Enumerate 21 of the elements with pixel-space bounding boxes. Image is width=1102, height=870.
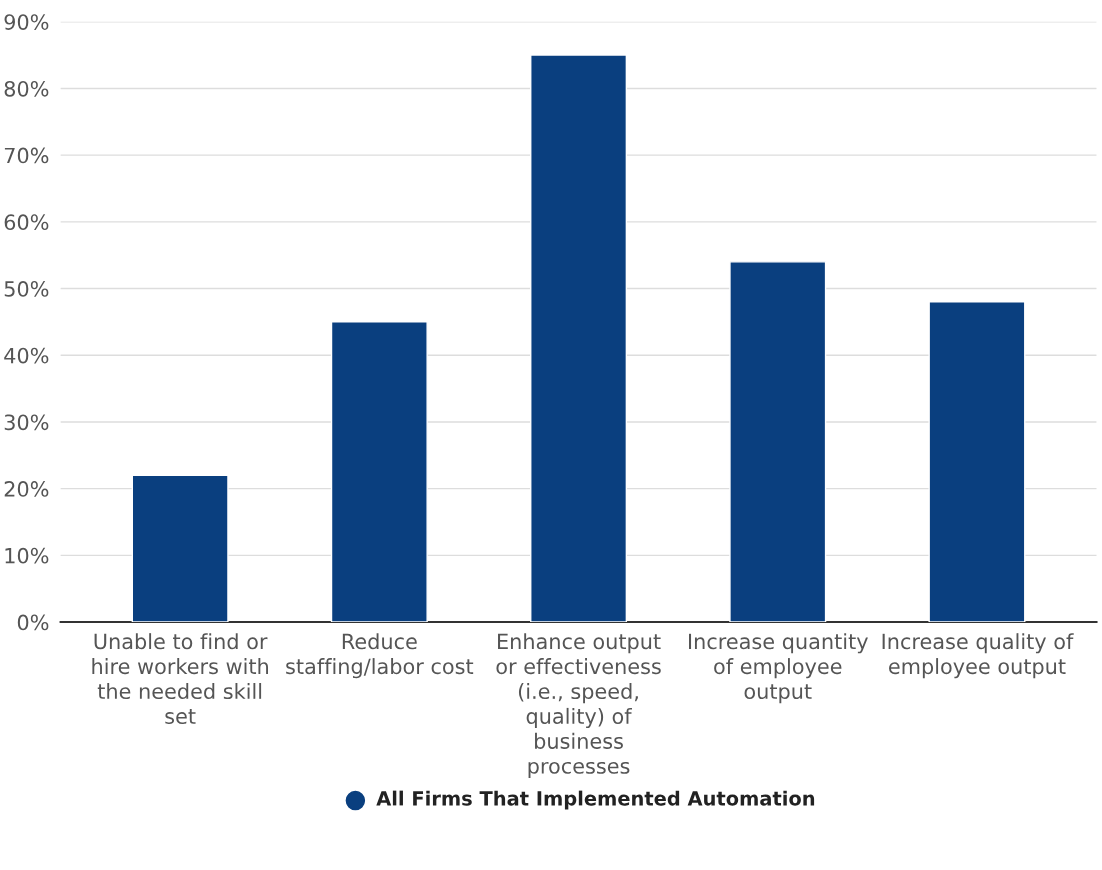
y-tick-label: 20% — [4, 481, 49, 497]
x-tick-label: Increase quality of employee output — [882, 633, 1074, 679]
y-tick-label: 0% — [17, 614, 49, 631]
bar — [131, 474, 229, 623]
bar — [729, 261, 827, 623]
x-tick-label: Increase quantity of employee output — [688, 633, 868, 704]
x-tick-label: Enhance output or effectiveness (i.e., speed, quality) of business processes — [496, 633, 661, 778]
bar — [330, 321, 428, 623]
bar — [530, 54, 628, 623]
x-tick-label: Unable to find or hire workers with the needed skill set — [92, 633, 268, 725]
y-tick-label: 60% — [4, 214, 49, 231]
y-tick-label: 80% — [4, 80, 49, 97]
bar — [928, 301, 1026, 623]
y-tick-label: 10% — [5, 547, 49, 564]
legend-label: All Firms That Implemented Automation — [376, 790, 815, 810]
y-tick-label: 40% — [4, 347, 49, 364]
y-tick-label: 90% — [4, 14, 49, 30]
y-tick-label: 30% — [4, 414, 49, 431]
y-tick-label: 70% — [4, 147, 49, 164]
y-tick-label: 50% — [4, 281, 49, 297]
x-tick-label: Reduce staffing/labor cost — [286, 633, 474, 679]
